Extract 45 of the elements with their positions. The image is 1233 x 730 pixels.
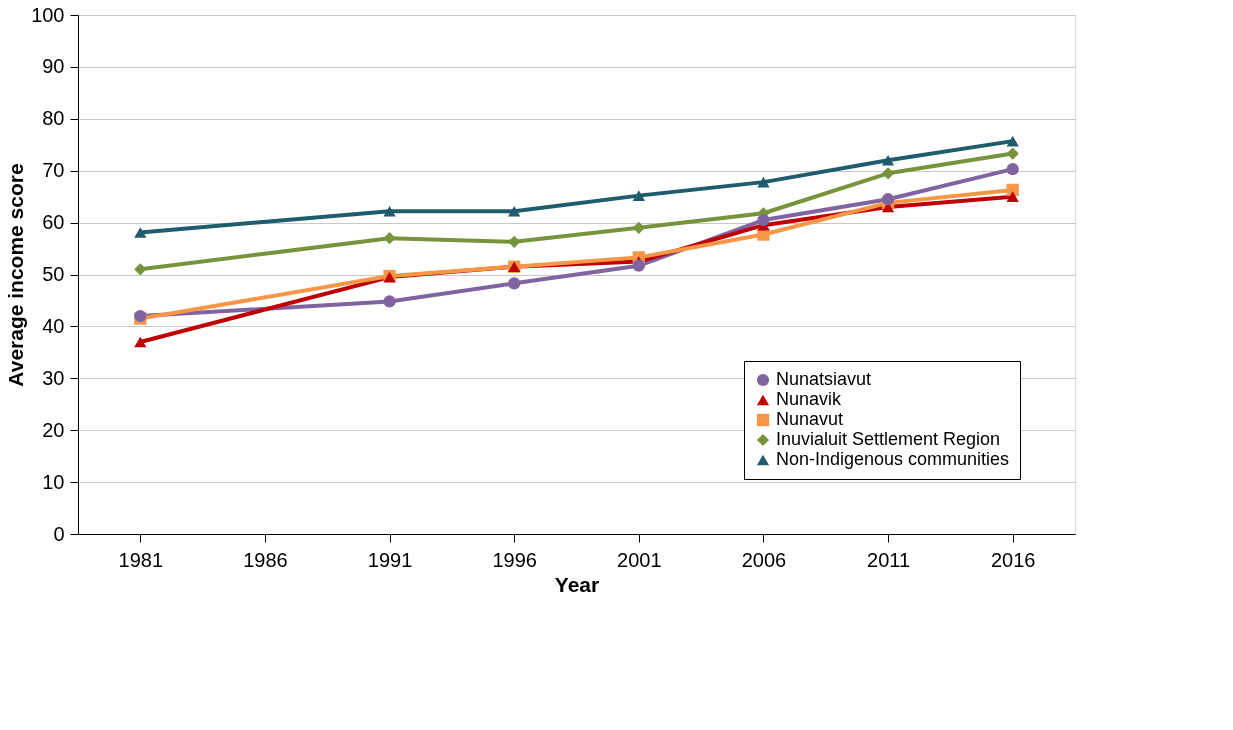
x-tick-label: 1991 — [367, 548, 413, 571]
point — [383, 295, 396, 308]
y-tick-label: 10 — [42, 470, 65, 493]
point — [1006, 147, 1019, 160]
legend-label: Non-Indigenous communities — [776, 449, 1010, 469]
point — [1006, 163, 1019, 176]
y-tick-label: 90 — [42, 55, 65, 78]
y-tick-label: 0 — [53, 522, 65, 545]
point — [757, 213, 770, 227]
x-tick-label: 2001 — [617, 548, 662, 571]
x-tick-label: 1996 — [492, 548, 537, 571]
y-tick-label: 40 — [42, 314, 65, 337]
x-tick-label: 2016 — [990, 548, 1036, 571]
x-tick-label: 2011 — [867, 548, 911, 571]
point — [383, 232, 396, 245]
point — [632, 259, 645, 272]
point — [134, 227, 147, 238]
point — [134, 263, 147, 276]
point — [757, 176, 770, 188]
legend-label: Inuvialuit Settlement Region — [776, 429, 1001, 449]
x-tick-label: 1986 — [243, 548, 288, 571]
point — [881, 155, 895, 166]
y-axis-title: Average income score — [4, 163, 28, 387]
y-tick-label: 100 — [31, 3, 65, 26]
point — [881, 167, 895, 180]
legend-label: Nunavut — [776, 409, 844, 429]
y-tick-label: 30 — [42, 366, 65, 389]
point — [1006, 191, 1019, 202]
point — [508, 277, 521, 290]
y-tick-label: 50 — [42, 263, 65, 285]
y-tick-label: 60 — [42, 211, 65, 234]
y-tick-label: 80 — [42, 107, 65, 130]
x-tick-label: 1981 — [118, 548, 164, 571]
x-tick-label: 2006 — [741, 548, 787, 571]
legend-label: Nunavik — [776, 389, 843, 409]
legend-label: Nunatsiavut — [776, 369, 872, 389]
point — [134, 336, 147, 348]
y-tick-label: 20 — [42, 418, 65, 441]
point — [1006, 135, 1019, 147]
x-axis-title: Year — [554, 572, 600, 596]
point — [508, 205, 521, 217]
point — [632, 190, 645, 201]
point — [632, 221, 645, 234]
y-tick-label: 70 — [42, 159, 65, 182]
point — [383, 205, 396, 217]
